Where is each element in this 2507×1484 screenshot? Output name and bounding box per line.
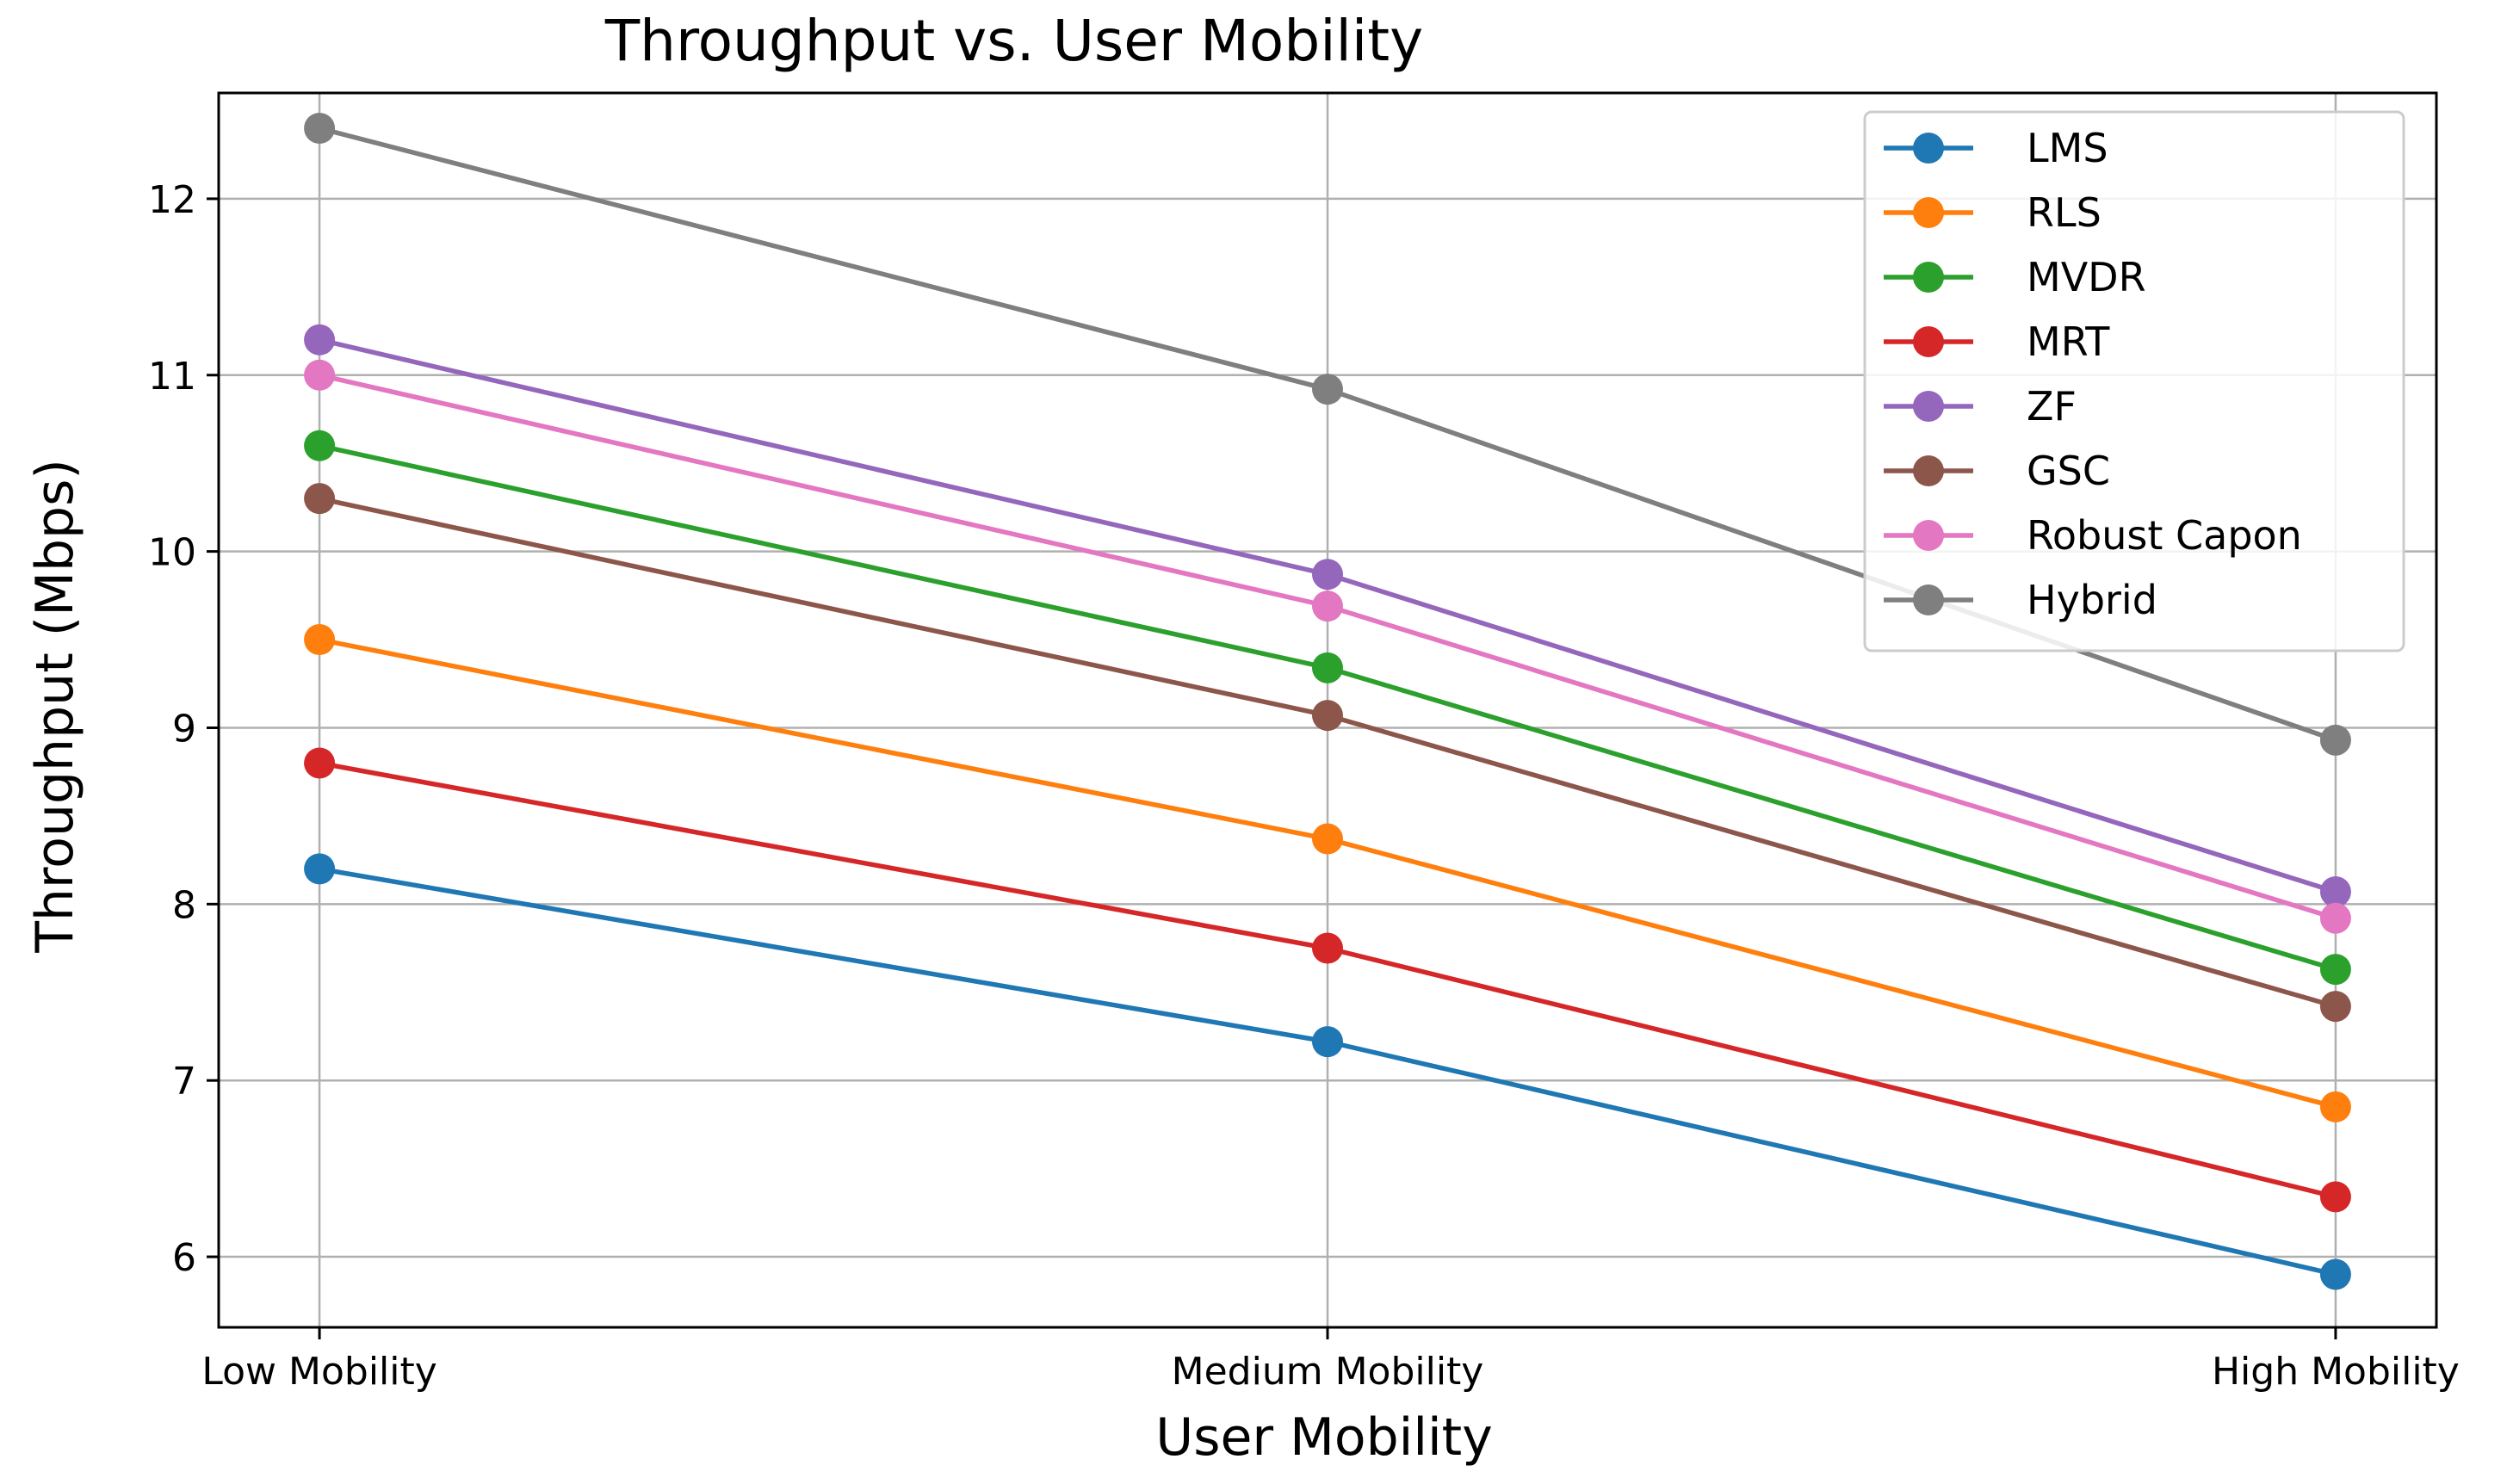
legend-box bbox=[1863, 110, 2405, 652]
series-zf bbox=[304, 324, 2351, 908]
legend-swatch-marker bbox=[1913, 520, 1944, 551]
data-point-zf bbox=[1312, 559, 1343, 591]
legend-swatch-marker bbox=[1913, 584, 1944, 615]
legend-label: LMS bbox=[2027, 125, 2108, 171]
y-tick-label: 7 bbox=[172, 1060, 196, 1104]
legend-item-zf: ZF bbox=[1884, 383, 2077, 430]
data-point-mvdr bbox=[2319, 954, 2351, 986]
series-mrt bbox=[304, 747, 2351, 1213]
x-tick-label: Low Mobility bbox=[201, 1350, 436, 1394]
legend: LMS RLS MVDR MRT ZF GSC Robust Capon Hybrid bbox=[1863, 110, 2405, 652]
data-point-zf bbox=[304, 324, 336, 356]
x-tick-label: High Mobility bbox=[2212, 1350, 2460, 1394]
legend-swatch-marker bbox=[1913, 133, 1944, 164]
data-point-rls bbox=[304, 624, 336, 656]
data-point-lms bbox=[1312, 1026, 1343, 1058]
series-robust-capon bbox=[304, 359, 2351, 934]
data-point-robust-capon bbox=[1312, 591, 1343, 622]
data-point-rls bbox=[2319, 1091, 2351, 1122]
y-tick-label: 10 bbox=[148, 531, 196, 575]
data-point-rls bbox=[1312, 823, 1343, 855]
data-point-gsc bbox=[1312, 700, 1343, 732]
data-point-hybrid bbox=[304, 112, 336, 144]
y-tick-label: 6 bbox=[172, 1236, 196, 1280]
series-gsc bbox=[304, 483, 2351, 1023]
y-tick-label: 9 bbox=[172, 707, 196, 751]
legend-item-mrt: MRT bbox=[1884, 318, 2110, 365]
data-point-robust-capon bbox=[2319, 902, 2351, 934]
data-point-mvdr bbox=[1312, 652, 1343, 683]
data-point-robust-capon bbox=[304, 359, 336, 391]
series-lms bbox=[304, 853, 2351, 1290]
legend-label: MVDR bbox=[2027, 254, 2146, 300]
y-tick-label: 8 bbox=[172, 883, 196, 927]
legend-label: Hybrid bbox=[2027, 577, 2157, 623]
series-layer bbox=[304, 112, 2351, 1290]
data-point-lms bbox=[2319, 1258, 2351, 1290]
y-axis-label: Throughput (Mbps) bbox=[25, 459, 85, 954]
data-point-zf bbox=[2319, 876, 2351, 908]
legend-swatch-marker bbox=[1913, 262, 1944, 293]
data-point-gsc bbox=[304, 483, 336, 515]
legend-label: Robust Capon bbox=[2027, 512, 2302, 559]
series-rls bbox=[304, 624, 2351, 1122]
data-point-hybrid bbox=[1312, 374, 1343, 405]
data-point-lms bbox=[304, 853, 336, 885]
legend-item-gsc: GSC bbox=[1884, 448, 2110, 494]
legend-item-lms: LMS bbox=[1884, 125, 2108, 171]
legend-label: MRT bbox=[2027, 318, 2110, 365]
axis-ticks: 6 7 8 9 10 11 12 Low Mobility Medium Mobility Hig… bbox=[148, 178, 2460, 1394]
legend-swatch-marker bbox=[1913, 391, 1944, 422]
data-point-mrt bbox=[2319, 1181, 2351, 1213]
data-point-mrt bbox=[304, 747, 336, 779]
chart-title: Throughput vs. User Mobility bbox=[604, 8, 1423, 74]
legend-item-hybrid: Hybrid bbox=[1884, 577, 2157, 623]
legend-item-mvdr: MVDR bbox=[1884, 254, 2146, 300]
legend-label: GSC bbox=[2027, 448, 2110, 494]
data-point-mvdr bbox=[304, 430, 336, 461]
legend-item-robust-capon: Robust Capon bbox=[1884, 512, 2302, 559]
x-axis-label: User Mobility bbox=[1155, 1407, 1492, 1468]
legend-label: RLS bbox=[2027, 189, 2102, 236]
series-mvdr bbox=[304, 430, 2351, 986]
y-tick-label: 12 bbox=[148, 178, 196, 222]
legend-swatch-marker bbox=[1913, 326, 1944, 357]
y-tick-label: 11 bbox=[148, 355, 196, 399]
data-point-hybrid bbox=[2319, 724, 2351, 756]
legend-item-rls: RLS bbox=[1884, 189, 2102, 236]
data-point-mrt bbox=[1312, 932, 1343, 964]
legend-swatch-marker bbox=[1913, 455, 1944, 486]
x-tick-label: Medium Mobility bbox=[1172, 1350, 1484, 1394]
data-point-gsc bbox=[2319, 991, 2351, 1023]
legend-swatch-marker bbox=[1913, 197, 1944, 228]
legend-label: ZF bbox=[2027, 383, 2077, 430]
